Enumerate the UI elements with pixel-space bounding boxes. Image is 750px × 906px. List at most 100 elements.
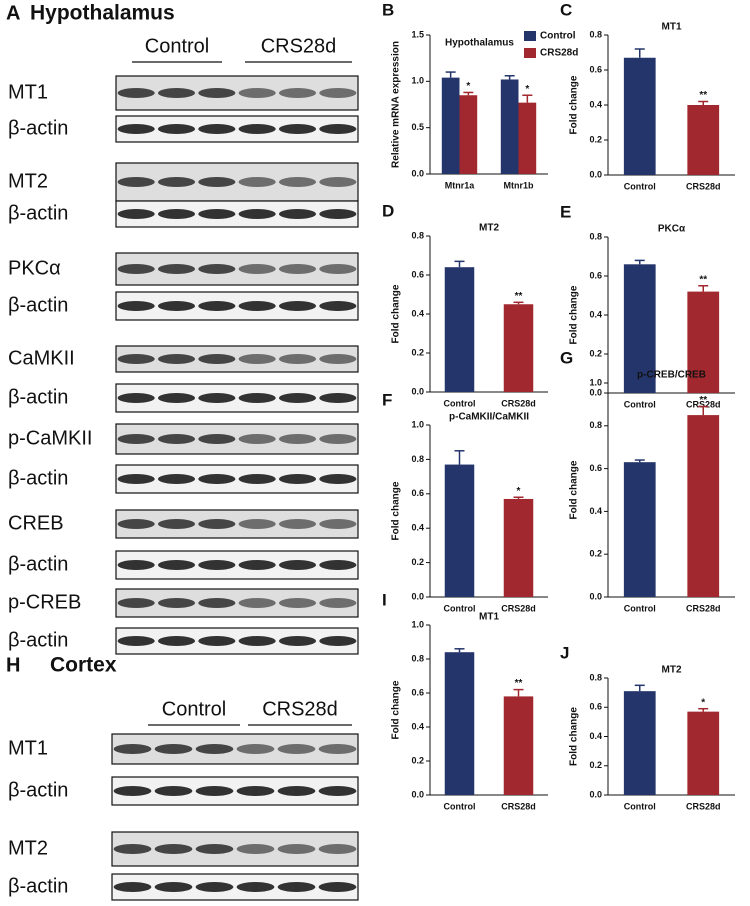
bar <box>503 696 534 795</box>
blot-band <box>154 786 193 796</box>
blot-band <box>117 560 155 570</box>
blot-box <box>115 383 359 413</box>
blot-band <box>319 519 357 529</box>
x-tick-label: CRS28d <box>501 603 536 613</box>
blot-band <box>117 264 155 274</box>
blot-band <box>157 434 196 444</box>
x-tick-label: CRS28d <box>686 603 721 613</box>
blot-band <box>154 744 193 754</box>
blot-band <box>195 844 234 854</box>
blot-band <box>113 786 152 796</box>
x-tick-label: Mtnr1b <box>504 180 534 190</box>
blot-band <box>198 88 236 98</box>
blot-band <box>238 264 276 274</box>
y-tick-label: 0.2 <box>411 557 424 567</box>
blot-band <box>157 474 196 484</box>
blot-band <box>277 786 316 796</box>
blot-band <box>278 519 317 529</box>
blot-box <box>115 550 359 580</box>
blot-band <box>157 354 196 364</box>
y-axis-label: Relative mRNA expression <box>391 41 402 168</box>
y-axis-label: Fold change <box>391 680 402 739</box>
y-tick-label: 1.0 <box>411 419 424 429</box>
row-label: CaMKII <box>8 347 75 369</box>
blot-band <box>318 744 357 754</box>
blot-band <box>238 301 276 311</box>
blot-box <box>115 291 359 321</box>
x-tick-label: Control <box>624 603 656 613</box>
blot-band <box>157 177 196 187</box>
y-tick-label: 1.0 <box>411 76 424 86</box>
y-tick-label: 0.8 <box>411 454 424 464</box>
bar <box>623 462 656 597</box>
blot-band <box>198 301 236 311</box>
bar <box>687 415 720 597</box>
blot-band <box>236 786 275 796</box>
panel-letter: B <box>382 0 394 19</box>
blot-band <box>117 598 155 608</box>
panel-letter: H <box>6 654 20 676</box>
blot-band <box>117 434 155 444</box>
group-label: Control <box>145 35 209 57</box>
row-label: β-actin <box>8 629 68 651</box>
significance: * <box>701 697 705 708</box>
y-tick-label: 0.8 <box>589 29 602 39</box>
y-tick-label: 0.4 <box>589 731 602 741</box>
chart-title: p-CREB/CREB <box>637 370 706 381</box>
y-axis-label: Fold change <box>569 707 580 766</box>
panel-letter: F <box>382 390 392 409</box>
blot-band <box>319 264 357 274</box>
blot-band <box>157 209 196 219</box>
blot-band <box>157 519 196 529</box>
blot-band <box>198 519 236 529</box>
y-tick-label: 0.0 <box>411 386 424 396</box>
x-tick-label: Control <box>624 801 656 811</box>
row-label: β-actin <box>8 467 68 489</box>
blot-band <box>236 882 275 892</box>
blot-band <box>238 434 276 444</box>
x-tick-label: Control <box>624 181 656 191</box>
blot-band <box>319 177 357 187</box>
blot-band <box>318 844 357 854</box>
bar <box>444 652 475 795</box>
y-tick-label: 0.0 <box>411 591 424 601</box>
group-label: CRS28d <box>262 698 338 720</box>
blot-band <box>278 636 317 646</box>
blot-band <box>318 882 357 892</box>
blot-band <box>278 598 317 608</box>
blot-band <box>236 844 275 854</box>
x-tick-label: Control <box>624 399 656 409</box>
blot-box <box>115 75 359 111</box>
blot-band <box>319 636 357 646</box>
significance: ** <box>515 291 523 302</box>
x-tick-label: CRS28d <box>501 398 536 408</box>
blot-band <box>319 434 357 444</box>
y-axis-label: Fold change <box>569 460 580 519</box>
blot-band <box>278 434 317 444</box>
blot-band <box>319 209 357 219</box>
blot-band <box>319 88 357 98</box>
y-axis-label: Fold change <box>569 75 580 134</box>
bar <box>623 57 656 175</box>
row-label: β-actin <box>8 202 68 224</box>
blot-band <box>157 636 196 646</box>
blot-box <box>115 200 359 228</box>
panel-letter: D <box>382 201 394 220</box>
bar <box>623 264 656 393</box>
blot-band <box>195 744 234 754</box>
chart-title: MT2 <box>479 223 499 234</box>
x-tick-label: Control <box>444 801 476 811</box>
blot-band <box>319 124 357 134</box>
bar <box>687 105 720 175</box>
blot-box <box>115 627 359 655</box>
significance: * <box>517 486 521 497</box>
blot-band <box>278 560 317 570</box>
panel-letter: E <box>560 202 571 221</box>
panel-title: Hypothalamus <box>30 2 175 25</box>
blot-box <box>115 423 359 455</box>
legend-label: Control <box>540 31 576 42</box>
blot-band <box>319 354 357 364</box>
blot-band <box>117 393 155 403</box>
